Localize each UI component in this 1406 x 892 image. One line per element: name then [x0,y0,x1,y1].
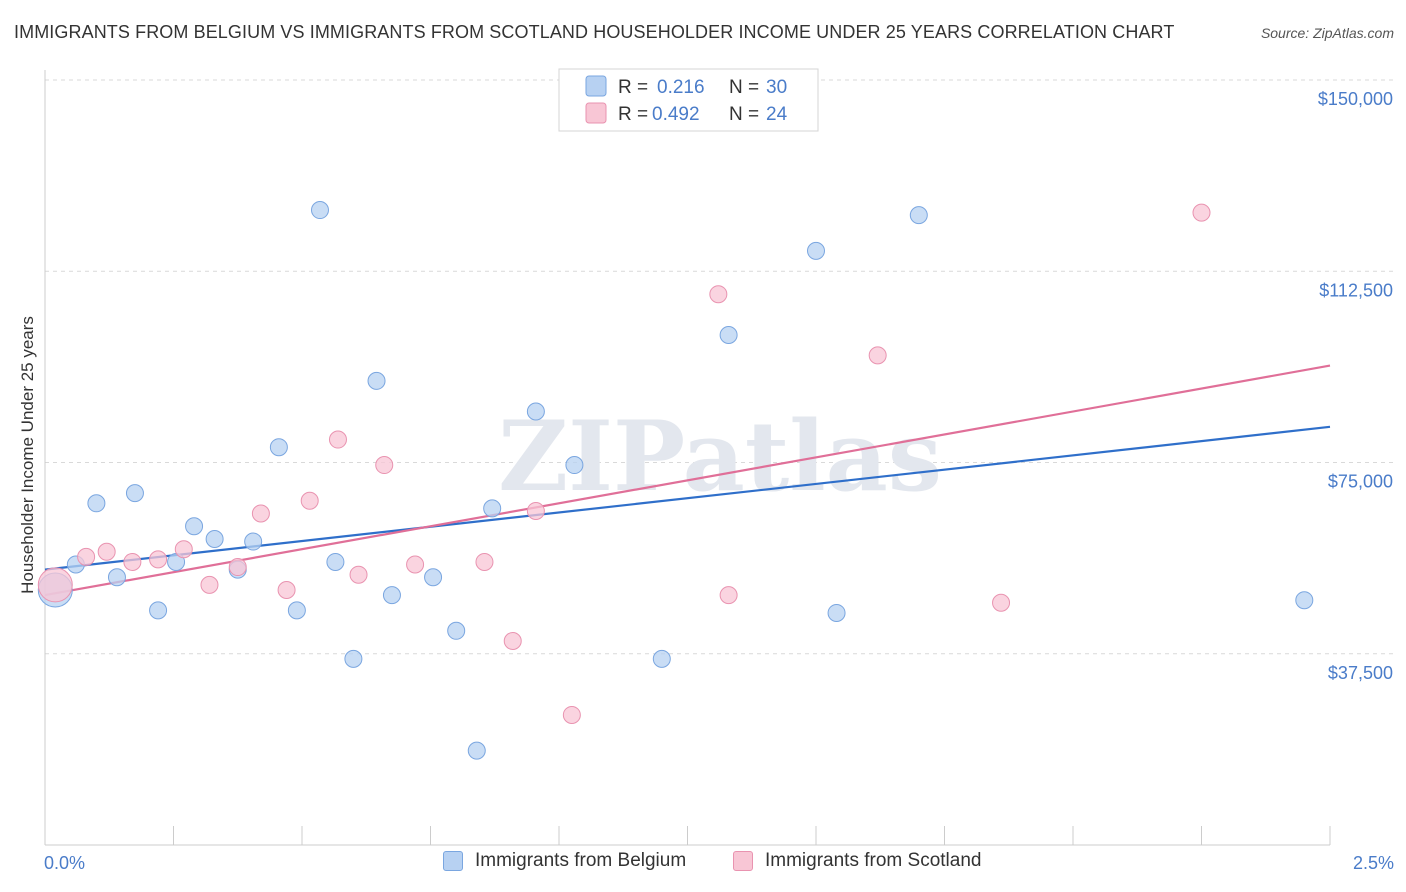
legend-r-label-scotland: R = [618,104,648,125]
trend-line-scotland [44,364,1331,597]
legend-n-value-belgium: 30 [766,77,787,98]
point-scotland-17 [526,501,545,520]
point-belgium-20 [467,741,486,760]
point-belgium-26 [807,241,825,260]
series-legend: Immigrants from Belgium Immigrants from … [0,850,1406,880]
legend-swatch-scotland [733,851,753,871]
source-credit: Source: ZipAtlas.com [1260,25,1394,41]
point-scotland-15 [475,552,494,571]
axes [44,70,1331,846]
point-belgium-25 [719,326,738,344]
point-scotland-12 [349,565,368,584]
point-scotland-3 [123,552,142,571]
point-belgium-8 [205,530,224,548]
point-belgium-27 [827,603,846,622]
legend-r-label-belgium: R = [618,77,648,98]
y-tick-label-2: $112,500 [1319,280,1393,300]
legend-n-label-scotland: N = [729,104,759,125]
point-belgium-10 [244,532,263,551]
legend-n-value-scotland: 24 [766,104,788,125]
tick-labels: $37,500 $75,000 $112,500 $150,000 0.0% 2.5% [44,89,1394,873]
stats-legend: R = 0.216 N = 30 R = 0.492 N = 24 [558,68,819,132]
point-belgium-2 [87,494,106,513]
y-tick-label-3: $150,000 [1318,89,1393,109]
legend-swatch-scotland [585,102,607,124]
point-scotland-5 [174,540,193,559]
legend-r-value-scotland: 0.492 [652,104,700,125]
point-belgium-29 [1295,591,1314,610]
point-scotland-11 [328,430,347,449]
point-scotland-0 [37,567,73,603]
point-scotland-9 [277,581,296,599]
point-belgium-5 [149,601,168,620]
point-belgium-14 [326,552,345,571]
point-belgium-15 [344,649,363,668]
point-belgium-21 [483,499,502,518]
legend-n-label-belgium: N = [729,77,759,98]
point-scotland-2 [97,542,116,561]
legend-label-scotland: Immigrants from Scotland [765,850,982,871]
point-scotland-20 [719,586,738,605]
gridlines [45,79,1394,655]
x-tick-label-1: 2.5% [1353,853,1394,873]
point-belgium-12 [287,601,306,620]
point-scotland-18 [562,705,581,724]
point-belgium-3 [107,568,126,587]
watermark: ZIPatlas [498,400,942,513]
data-points [37,201,1314,760]
point-scotland-23 [1192,203,1211,222]
point-belgium-16 [367,371,386,390]
point-belgium-17 [382,586,401,605]
point-scotland-1 [77,547,96,566]
point-scotland-14 [406,555,425,574]
point-scotland-8 [251,504,270,523]
point-belgium-4 [125,484,144,503]
point-scotland-10 [300,491,319,510]
x-tick-label-0: 0.0% [44,853,85,873]
point-scotland-19 [709,285,728,304]
point-belgium-28 [909,206,928,225]
point-scotland-21 [868,346,887,365]
y-tick-label-1: $75,000 [1328,472,1393,492]
legend-item-belgium: Immigrants from Belgium [443,850,686,872]
y-tick-label-0: $37,500 [1328,663,1393,683]
point-scotland-7 [228,558,247,577]
point-scotland-16 [503,632,522,650]
legend-label-belgium: Immigrants from Belgium [475,850,687,871]
y-axis-label: Householder Income Under 25 years [18,316,37,594]
legend-r-value-belgium: 0.216 [657,77,705,98]
point-scotland-4 [149,550,168,569]
legend-swatch-belgium [585,75,607,97]
point-belgium-7 [185,517,204,536]
chart-title: IMMIGRANTS FROM BELGIUM VS IMMIGRANTS FR… [14,22,1175,42]
point-scotland-13 [375,456,394,475]
point-belgium-18 [424,568,443,587]
point-belgium-19 [447,621,466,640]
point-scotland-6 [200,575,219,594]
point-scotland-22 [992,593,1011,612]
point-belgium-13 [310,201,329,220]
point-belgium-24 [652,649,671,668]
legend-swatch-belgium [443,851,463,871]
point-belgium-23 [565,456,584,475]
point-belgium-22 [526,402,545,421]
point-belgium-11 [269,438,288,457]
legend-item-scotland: Immigrants from Scotland [733,850,981,872]
